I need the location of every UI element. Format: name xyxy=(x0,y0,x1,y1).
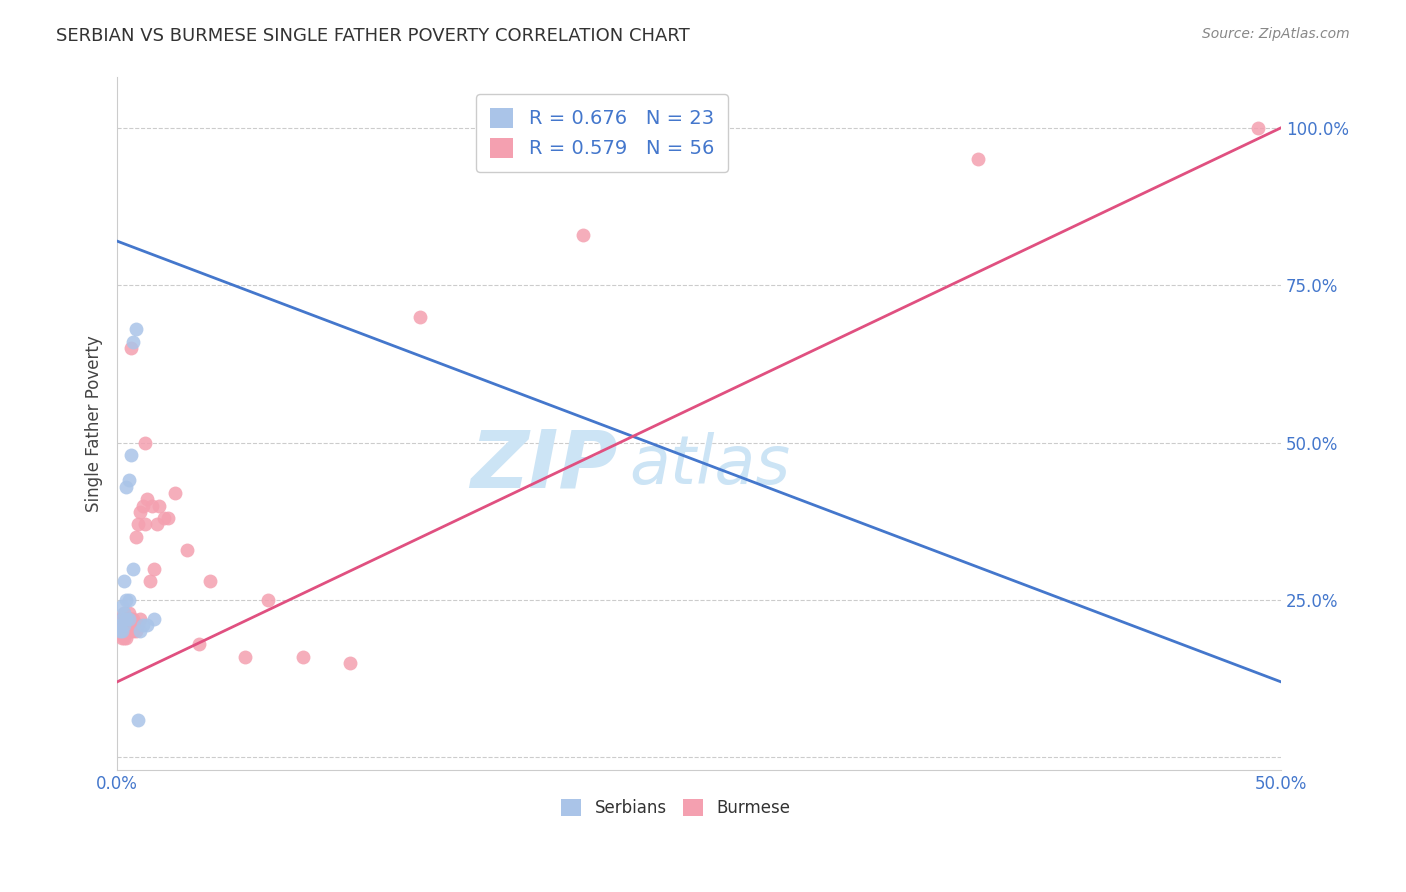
Point xyxy=(132,618,155,632)
Point xyxy=(120,341,142,355)
Point xyxy=(120,624,142,639)
Point xyxy=(127,713,149,727)
Point xyxy=(115,612,138,626)
Point xyxy=(143,561,166,575)
Point xyxy=(120,448,142,462)
Point xyxy=(571,227,593,242)
Point xyxy=(118,612,141,626)
Point xyxy=(111,612,134,626)
Point xyxy=(108,612,131,626)
Point xyxy=(112,624,135,639)
Point xyxy=(108,618,131,632)
Point xyxy=(141,499,163,513)
Point xyxy=(111,599,134,614)
Point xyxy=(125,624,148,639)
Point xyxy=(111,624,134,639)
Point xyxy=(112,618,135,632)
Point xyxy=(136,492,159,507)
Point xyxy=(134,435,156,450)
Point xyxy=(165,486,187,500)
Point xyxy=(125,322,148,336)
Point xyxy=(118,474,141,488)
Point xyxy=(143,612,166,626)
Point xyxy=(111,624,134,639)
Point xyxy=(115,624,138,639)
Point xyxy=(112,606,135,620)
Point xyxy=(129,612,152,626)
Point xyxy=(108,624,131,639)
Point xyxy=(118,593,141,607)
Point xyxy=(122,561,145,575)
Point xyxy=(127,517,149,532)
Text: SERBIAN VS BURMESE SINGLE FATHER POVERTY CORRELATION CHART: SERBIAN VS BURMESE SINGLE FATHER POVERTY… xyxy=(56,27,690,45)
Point xyxy=(129,624,152,639)
Point xyxy=(111,612,134,626)
Point xyxy=(112,606,135,620)
Point xyxy=(148,499,170,513)
Point xyxy=(122,624,145,639)
Point xyxy=(157,511,180,525)
Point xyxy=(233,649,256,664)
Point xyxy=(257,593,280,607)
Point xyxy=(292,649,315,664)
Text: ZIP: ZIP xyxy=(470,426,617,504)
Point xyxy=(339,656,361,670)
Point xyxy=(112,618,135,632)
Point xyxy=(187,637,209,651)
Point xyxy=(112,631,135,645)
Point xyxy=(115,480,138,494)
Point xyxy=(129,505,152,519)
Point xyxy=(122,334,145,349)
Text: Source: ZipAtlas.com: Source: ZipAtlas.com xyxy=(1202,27,1350,41)
Point xyxy=(118,606,141,620)
Point xyxy=(111,618,134,632)
Point xyxy=(115,593,138,607)
Point xyxy=(145,517,167,532)
Text: atlas: atlas xyxy=(630,433,790,499)
Point xyxy=(118,618,141,632)
Point xyxy=(125,530,148,544)
Point xyxy=(120,618,142,632)
Point xyxy=(112,574,135,588)
Legend: Serbians, Burmese: Serbians, Burmese xyxy=(554,792,797,824)
Point xyxy=(112,612,135,626)
Y-axis label: Single Father Poverty: Single Father Poverty xyxy=(86,335,103,512)
Point xyxy=(118,624,141,639)
Point xyxy=(120,612,142,626)
Point xyxy=(115,618,138,632)
Point xyxy=(176,542,198,557)
Point xyxy=(127,618,149,632)
Point xyxy=(122,618,145,632)
Point xyxy=(134,517,156,532)
Point xyxy=(118,612,141,626)
Point xyxy=(108,618,131,632)
Point xyxy=(200,574,222,588)
Point xyxy=(132,499,155,513)
Point xyxy=(967,153,990,167)
Point xyxy=(115,612,138,626)
Point xyxy=(139,574,162,588)
Point xyxy=(111,631,134,645)
Point xyxy=(108,624,131,639)
Point xyxy=(409,310,432,324)
Point xyxy=(122,612,145,626)
Point xyxy=(1247,120,1270,135)
Point xyxy=(152,511,174,525)
Point xyxy=(136,618,159,632)
Point xyxy=(115,631,138,645)
